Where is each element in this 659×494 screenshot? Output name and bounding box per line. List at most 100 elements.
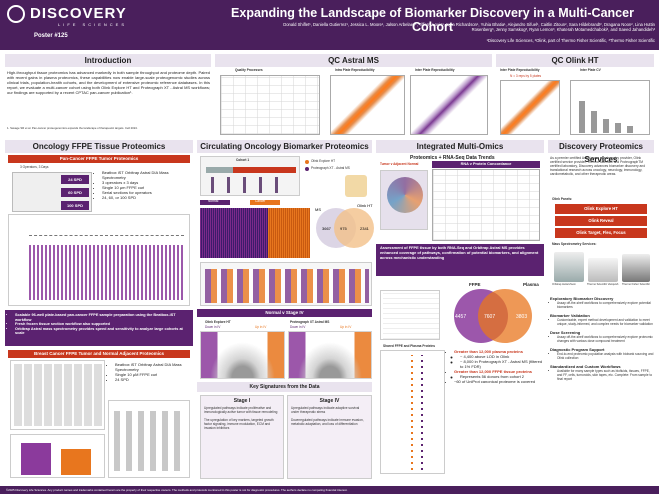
volcano2-down: Down in IV	[290, 325, 306, 329]
stat-subitem: ~ 4,400 above LOD in Olink	[460, 354, 543, 359]
multiomics-diagram-title: Proteomics + RNA-Seq Data Trends	[410, 155, 495, 161]
venn-plasma-title: Plasma	[523, 282, 539, 287]
circulating-venn: MS Olink HT 3667 975 2341	[315, 203, 374, 248]
poster-id: Poster #125	[34, 33, 68, 39]
instrument-images: Orbitrap Astral Zoom Thermo Scientific V…	[552, 250, 652, 292]
footer: ©2025 Discovery Life Sciences. Any produ…	[0, 486, 659, 494]
legend-olink: Olink Explore HT	[311, 159, 336, 163]
service-title: Diagnostic Program Support	[550, 347, 605, 352]
service-desc: Available for many sample types such as …	[557, 369, 654, 381]
inter-plate-scatter	[410, 75, 488, 135]
stat-item: Greater than 12,000 FFPE tissue proteins…	[454, 369, 543, 379]
volcano2-title: Proteograph XT Astral MS	[290, 320, 330, 324]
services-list: Exploratory Biomarker Discovery Assay of…	[550, 296, 654, 381]
rna-protein-concordance-title: RNA v Protein Concordance	[432, 161, 540, 168]
ffpe-plasma-venn: 4457 7607 3803	[454, 289, 532, 343]
ffpe-bullet: Beatbox iST Orbitrap Astral DIA Mass Spe…	[102, 170, 190, 180]
breast-cancer-heatmap	[10, 360, 105, 430]
logo-subtitle: LIFE SCIENCES	[58, 22, 128, 27]
circulating-protein-bars	[200, 262, 372, 306]
svg-text:975: 975	[340, 226, 347, 231]
breast-bar-chart	[10, 434, 105, 478]
panel-olink-reveal: Olink Reveal	[555, 216, 647, 226]
legend-astral: Proteograph XT - Astral MS	[311, 166, 350, 170]
ms-services-label: Mass Spectrometry Services:	[552, 242, 597, 246]
service-title: Standardized and Custom Workflows	[550, 364, 621, 369]
stage1-text2: The upregulation of key markers, targete…	[204, 418, 274, 430]
shared-proteins-dotplot	[380, 350, 445, 474]
ffpe-protein-count-chart	[8, 214, 190, 306]
logo-mark-icon	[7, 5, 25, 23]
volcano2-plot	[288, 331, 372, 379]
service-desc: Customizable, expert method development …	[557, 318, 654, 326]
panel-olink-explore-ht: Olink Explore HT	[555, 204, 647, 214]
ffpe-bullets: Beatbox iST Orbitrap Astral DIA Mass Spe…	[95, 170, 190, 200]
svg-text:3667: 3667	[322, 226, 332, 231]
stat-subitem: Represents 56 donors from cohort 2	[460, 374, 543, 379]
circulating-bar-chart: Normal Cancer	[200, 199, 310, 260]
service-desc: End-to-end proteomic population analysis…	[557, 352, 654, 360]
affiliations: ¹Discovery Life Sciences, ²Olink, part o…	[486, 38, 655, 43]
ffpe-bullet: Serial sections for operators	[102, 190, 190, 195]
svg-text:Olink HT: Olink HT	[357, 203, 373, 208]
svg-text:3803: 3803	[516, 314, 527, 320]
breast-boxplots	[108, 400, 190, 478]
logo-name: DISCOVERY	[30, 5, 127, 22]
breast-cancer-title: Breast Cancer FFPE Tumor and Normal Adja…	[8, 350, 190, 358]
inter-plate-label: Inter Plate Reproducibility	[415, 68, 455, 72]
svg-text:MS: MS	[315, 207, 321, 212]
poster-title: Expanding the Landscape of Biomarker Dis…	[231, 6, 634, 34]
ffpe-highlight: Fresh frozen tissue section workflow als…	[15, 322, 193, 327]
olink-inter-plate-label: Inter Plate Reproducibility	[500, 68, 540, 72]
stat-item: ~60 of UniProt canonical proteome is cov…	[454, 379, 543, 384]
stage1-text1: Upregulated pathways indicate proliferat…	[204, 406, 278, 414]
ffpe-highlight-box: Scalable 96-well plate-based pan-cancer …	[5, 310, 193, 346]
volcano1-title: Olink Explore HT	[205, 320, 231, 324]
legend-olink-icon	[305, 160, 309, 164]
services-intro: As a premier certified Astral mass spect…	[550, 156, 646, 177]
stage4-text2: Downregulated pathways indicate immune e…	[291, 418, 364, 426]
ffpe-highlight: Scalable 96-well plate-based pan-cancer …	[15, 313, 193, 322]
intro-body: High-throughput tissue proteomics has ad…	[7, 70, 210, 95]
ffpe-subtitle: Pan-Cancer FFPE Tumor Proteomics	[8, 155, 190, 163]
ffpe-bullet: 3 operators x 3 days	[102, 180, 190, 185]
quality-processes-table	[220, 75, 320, 135]
normal-stage-title: Normal v Stage IV	[197, 309, 372, 317]
svg-text:7607: 7607	[484, 314, 495, 320]
svg-text:4457: 4457	[455, 314, 466, 320]
instrument-icon	[588, 258, 618, 282]
olink-cv-label: Inter Plate CV	[580, 68, 601, 72]
olink-panels-label: Olink Panels:	[552, 197, 573, 201]
cohort-diagram: Cohort 1	[200, 156, 300, 196]
multiomics-summary: Assessment of FFPE tissue by both RNA-Se…	[376, 244, 544, 276]
qc-astral-title: QC Astral MS	[215, 54, 492, 67]
venn-ffpe-title: FFPE	[469, 282, 481, 287]
intro-reference: 1. Savage SR et al. Pan-cancer proteogen…	[7, 126, 138, 130]
ffpe-section-title: Oncology FFPE Tissue Proteomics	[5, 140, 193, 153]
multiomics-stats: Greater than 12,000 plasma proteins ~ 4,…	[448, 349, 543, 384]
olink-reps-note: N = 3 reps by 5 plates	[510, 74, 542, 78]
intra-plate-scatter	[330, 75, 405, 135]
service-desc: Assay off-the-shelf workflows to compreh…	[557, 301, 654, 309]
stat-item: Greater than 12,000 plasma proteins ~ 4,…	[454, 349, 543, 369]
instrument-icon	[622, 254, 650, 282]
tumor-heatmap	[380, 170, 428, 230]
intro-section-title: Introduction	[5, 54, 211, 67]
panel-olink-target: Olink Target, Flex, Focus	[555, 228, 647, 238]
service-desc: Assay off-the-shelf workflows to compreh…	[557, 335, 654, 343]
author-list: Donald Shiflet¹, Daniella Gutierrez¹, Je…	[283, 22, 655, 33]
qc-astral-panel-label: Quality Processes	[235, 68, 263, 72]
volcano2-up: Up in IV	[340, 325, 352, 329]
legend-astral-icon	[305, 167, 309, 171]
multiomics-section-title: Integrated Multi-Omics	[376, 140, 544, 153]
breast-bullet: Single 10 µM FFPE curl	[115, 372, 190, 377]
stage4-text1: Upregulated pathways indicate adaptive s…	[291, 406, 360, 414]
olink-cv-chart	[570, 80, 650, 135]
olink-scatter	[500, 80, 560, 135]
instrument-icon	[554, 252, 584, 282]
breast-bullet: 24 SPD	[115, 377, 190, 382]
service-title: Dose Screening	[550, 330, 581, 335]
ffpe-workflow-diagram: 24 SPD 60 SPD 100 SPD	[12, 172, 92, 212]
volcano1-down: Down in IV	[205, 325, 221, 329]
volcano1-up: Up in IV	[255, 325, 267, 329]
